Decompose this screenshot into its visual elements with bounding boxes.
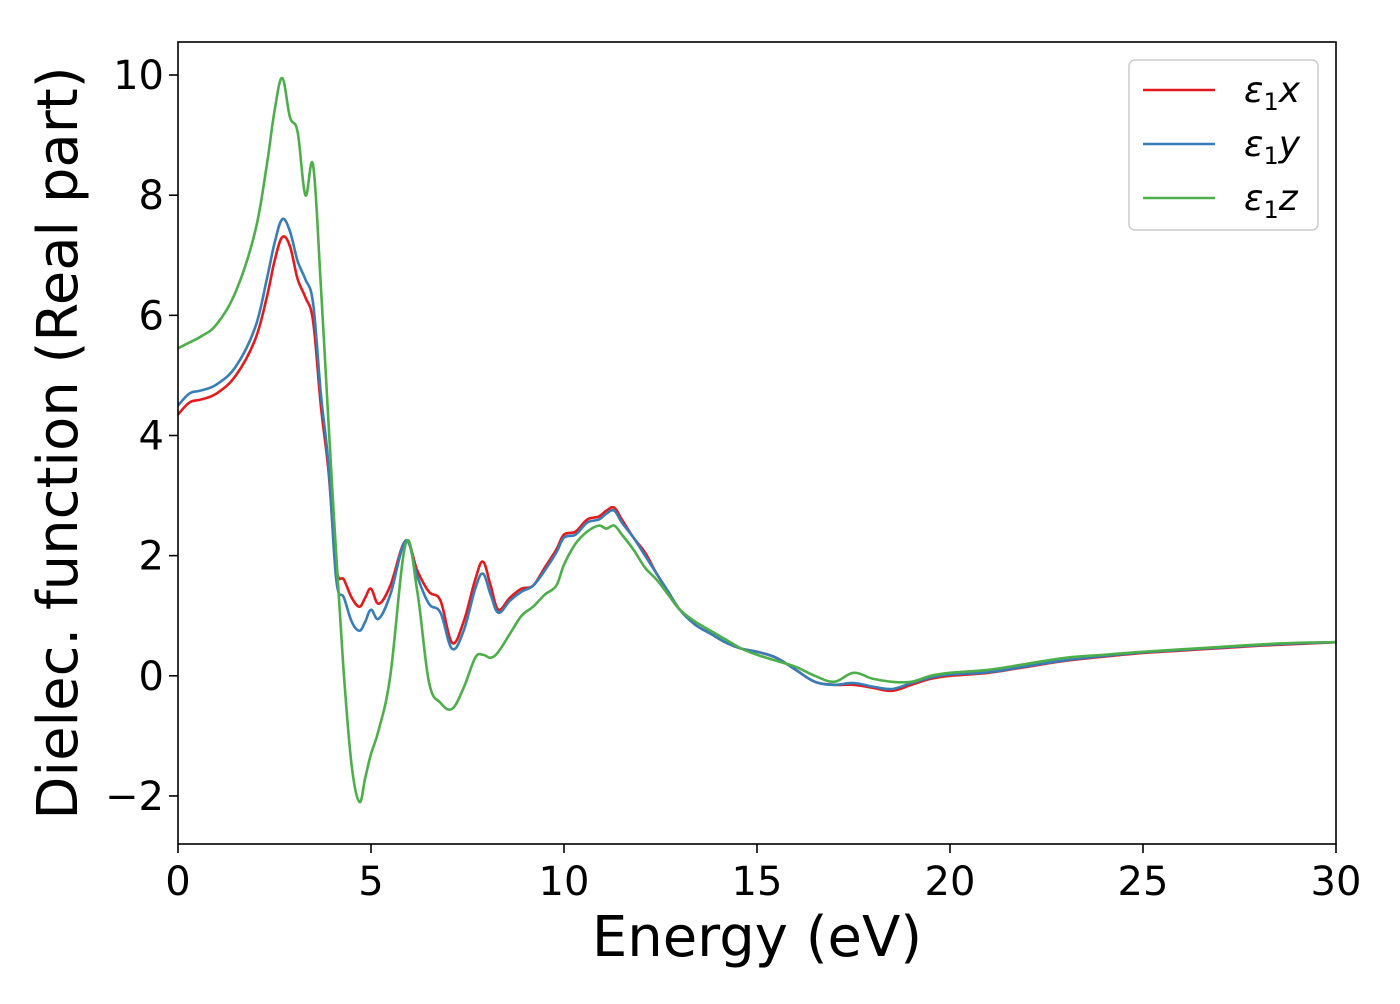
x-tick-label: 0 <box>165 859 190 905</box>
y-tick-label: −2 <box>105 774 164 820</box>
legend-label-y: ε1y <box>1244 124 1301 170</box>
legend: ε1x ε1y ε1z <box>1128 59 1319 231</box>
series-line-y <box>178 217 1336 691</box>
legend-label-x: ε1x <box>1244 70 1301 116</box>
x-tick-label: 5 <box>358 859 383 905</box>
x-tick-label: 25 <box>1118 859 1169 905</box>
x-axis-label: Energy (eV) <box>592 905 922 970</box>
y-tick-label: 2 <box>139 534 164 580</box>
y-tick-label: 6 <box>139 293 164 339</box>
y-axis-ticks: −2 0 2 4 6 8 10 <box>105 53 178 820</box>
legend-frame <box>1128 59 1319 231</box>
x-tick-label: 15 <box>732 859 783 905</box>
y-tick-label: 8 <box>139 173 164 219</box>
y-tick-label: 4 <box>139 413 164 459</box>
x-tick-label: 10 <box>539 859 590 905</box>
x-axis-ticks: 0 5 10 15 20 25 30 <box>165 844 1361 905</box>
x-tick-label: 30 <box>1311 859 1362 905</box>
legend-label-z: ε1z <box>1244 178 1299 224</box>
y-tick-label: 0 <box>139 654 164 700</box>
series-line-z <box>178 76 1336 804</box>
series-layer <box>178 76 1336 804</box>
y-tick-label: 10 <box>113 53 164 99</box>
x-tick-label: 20 <box>925 859 976 905</box>
y-axis-label: Dielec. function (Real part) <box>26 66 91 819</box>
